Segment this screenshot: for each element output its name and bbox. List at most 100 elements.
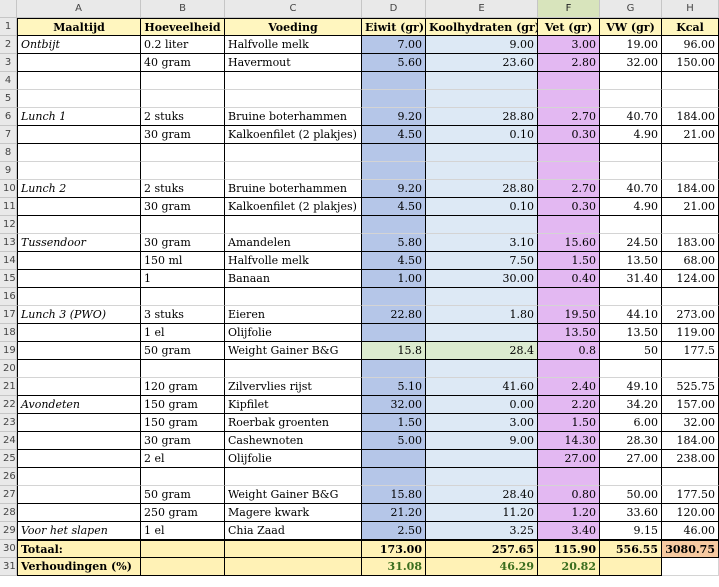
- cell-a[interactable]: [17, 450, 141, 468]
- ratios-label[interactable]: Verhoudingen (%): [17, 558, 141, 576]
- cell-f[interactable]: 1.20: [538, 504, 600, 522]
- cell-g[interactable]: [600, 216, 662, 234]
- row-number[interactable]: 16: [0, 288, 17, 306]
- cell-g[interactable]: 19.00: [600, 36, 662, 54]
- cell-a[interactable]: [17, 288, 141, 306]
- cell-h[interactable]: 96.00: [662, 36, 719, 54]
- row-number[interactable]: 11: [0, 198, 17, 216]
- cell-f[interactable]: 13.50: [538, 324, 600, 342]
- row-number[interactable]: 26: [0, 468, 17, 486]
- cell-g[interactable]: 24.50: [600, 234, 662, 252]
- cell-a[interactable]: Voor het slapen: [17, 522, 141, 540]
- row-number[interactable]: 29: [0, 522, 17, 540]
- cell-b[interactable]: [141, 216, 225, 234]
- ratio-b[interactable]: [141, 558, 225, 576]
- cell-c[interactable]: Kalkoenfilet (2 plakjes): [225, 126, 362, 144]
- table-header-g[interactable]: VW (gr): [600, 18, 662, 36]
- cell-a[interactable]: [17, 378, 141, 396]
- cell-e[interactable]: [426, 360, 538, 378]
- cell-f[interactable]: 0.30: [538, 126, 600, 144]
- cell-h[interactable]: 177.50: [662, 486, 719, 504]
- cell-h[interactable]: 183.00: [662, 234, 719, 252]
- row-number[interactable]: 6: [0, 108, 17, 126]
- row-number[interactable]: 8: [0, 144, 17, 162]
- cell-h[interactable]: [662, 216, 719, 234]
- cell-c[interactable]: Weight Gainer B&G: [225, 486, 362, 504]
- cell-d[interactable]: 5.60: [362, 54, 426, 72]
- cell-e[interactable]: 1.80: [426, 306, 538, 324]
- cell-a[interactable]: Ontbijt: [17, 36, 141, 54]
- table-header-h[interactable]: Kcal: [662, 18, 719, 36]
- cell-a[interactable]: [17, 414, 141, 432]
- row-number[interactable]: 3: [0, 54, 17, 72]
- cell-g[interactable]: 6.00: [600, 414, 662, 432]
- column-header-c[interactable]: C: [225, 0, 362, 18]
- cell-f[interactable]: [538, 144, 600, 162]
- cell-a[interactable]: [17, 504, 141, 522]
- cell-f[interactable]: [538, 288, 600, 306]
- cell-a[interactable]: [17, 162, 141, 180]
- row-number[interactable]: 28: [0, 504, 17, 522]
- cell-b[interactable]: 120 gram: [141, 378, 225, 396]
- cell-d[interactable]: 15.8: [362, 342, 426, 360]
- cell-b[interactable]: 30 gram: [141, 126, 225, 144]
- select-all-corner[interactable]: [0, 0, 17, 18]
- cell-e[interactable]: [426, 144, 538, 162]
- row-number[interactable]: 4: [0, 72, 17, 90]
- cell-e[interactable]: [426, 450, 538, 468]
- cell-g[interactable]: 13.50: [600, 324, 662, 342]
- cell-g[interactable]: 50.00: [600, 486, 662, 504]
- cell-b[interactable]: 40 gram: [141, 54, 225, 72]
- cell-a[interactable]: [17, 468, 141, 486]
- table-header-d[interactable]: Eiwit (gr): [362, 18, 426, 36]
- cell-d[interactable]: [362, 72, 426, 90]
- cell-c[interactable]: Cashewnoten: [225, 432, 362, 450]
- cell-f[interactable]: 1.50: [538, 414, 600, 432]
- cell-g[interactable]: 9.15: [600, 522, 662, 540]
- cell-c[interactable]: Halfvolle melk: [225, 36, 362, 54]
- cell-e[interactable]: 0.10: [426, 198, 538, 216]
- cell-f[interactable]: 27.00: [538, 450, 600, 468]
- cell-b[interactable]: 2 stuks: [141, 180, 225, 198]
- cell-c[interactable]: [225, 144, 362, 162]
- cell-d[interactable]: [362, 324, 426, 342]
- cell-d[interactable]: [362, 162, 426, 180]
- cell-a[interactable]: Avondeten: [17, 396, 141, 414]
- cell-f[interactable]: 3.40: [538, 522, 600, 540]
- cell-b[interactable]: [141, 288, 225, 306]
- cell-h[interactable]: 525.75: [662, 378, 719, 396]
- row-number[interactable]: 30: [0, 540, 17, 558]
- row-number[interactable]: 18: [0, 324, 17, 342]
- cell-a[interactable]: [17, 342, 141, 360]
- cell-b[interactable]: [141, 468, 225, 486]
- cell-c[interactable]: Chia Zaad: [225, 522, 362, 540]
- cell-h[interactable]: [662, 72, 719, 90]
- cell-e[interactable]: [426, 324, 538, 342]
- table-header-f[interactable]: Vet (gr): [538, 18, 600, 36]
- cell-g[interactable]: [600, 288, 662, 306]
- cell-e[interactable]: 11.20: [426, 504, 538, 522]
- cell-b[interactable]: [141, 360, 225, 378]
- cell-a[interactable]: [17, 432, 141, 450]
- cell-a[interactable]: [17, 360, 141, 378]
- cell-b[interactable]: 1 el: [141, 324, 225, 342]
- cell-c[interactable]: Bruine boterhammen: [225, 180, 362, 198]
- cell-h[interactable]: 119.00: [662, 324, 719, 342]
- cell-b[interactable]: 250 gram: [141, 504, 225, 522]
- row-number[interactable]: 12: [0, 216, 17, 234]
- cell-e[interactable]: 41.60: [426, 378, 538, 396]
- cell-g[interactable]: 40.70: [600, 180, 662, 198]
- cell-c[interactable]: Banaan: [225, 270, 362, 288]
- column-header-d[interactable]: D: [362, 0, 426, 18]
- ratio-e[interactable]: 46.29: [426, 558, 538, 576]
- cell-c[interactable]: [225, 288, 362, 306]
- cell-c[interactable]: Eieren: [225, 306, 362, 324]
- cell-d[interactable]: 21.20: [362, 504, 426, 522]
- row-number[interactable]: 5: [0, 90, 17, 108]
- cell-e[interactable]: [426, 468, 538, 486]
- cell-a[interactable]: Lunch 2: [17, 180, 141, 198]
- cell-d[interactable]: [362, 288, 426, 306]
- cell-h[interactable]: 68.00: [662, 252, 719, 270]
- cell-f[interactable]: 0.80: [538, 486, 600, 504]
- column-header-e[interactable]: E: [426, 0, 538, 18]
